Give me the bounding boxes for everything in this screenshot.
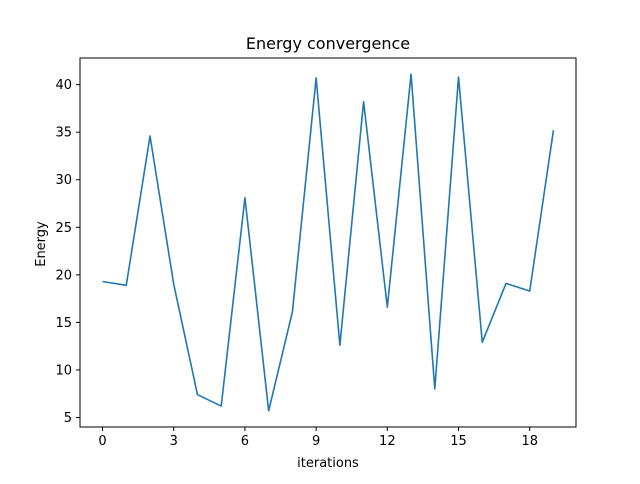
y-tick-label: 25: [55, 221, 72, 236]
x-tick-label: 15: [450, 434, 467, 449]
x-axis-ticks: 0 3 6 9 12 15 18: [98, 427, 538, 449]
y-axis-ticks: 5 10 15 20 25 30 35 40: [55, 78, 80, 426]
y-tick-label: 20: [55, 268, 72, 283]
energy-series-line: [102, 73, 555, 412]
x-axis-label: iterations: [297, 456, 359, 471]
y-tick-label: 5: [64, 411, 72, 426]
y-tick-label: 35: [55, 126, 72, 141]
y-tick-label: 15: [55, 316, 72, 331]
x-tick-label: 6: [241, 434, 249, 449]
plot-area: [79, 57, 577, 428]
series-layer: [102, 73, 555, 412]
x-tick-label: 18: [521, 434, 538, 449]
y-tick-label: 30: [55, 173, 72, 188]
x-tick-label: 12: [379, 434, 396, 449]
x-tick-label: 0: [98, 434, 106, 449]
y-tick-label: 40: [55, 78, 72, 93]
x-tick-label: 3: [170, 434, 178, 449]
y-tick-label: 10: [55, 363, 72, 378]
x-tick-label: 9: [312, 434, 320, 449]
y-axis-label: Energy: [34, 221, 49, 267]
chart-title: Energy convergence: [246, 34, 410, 53]
